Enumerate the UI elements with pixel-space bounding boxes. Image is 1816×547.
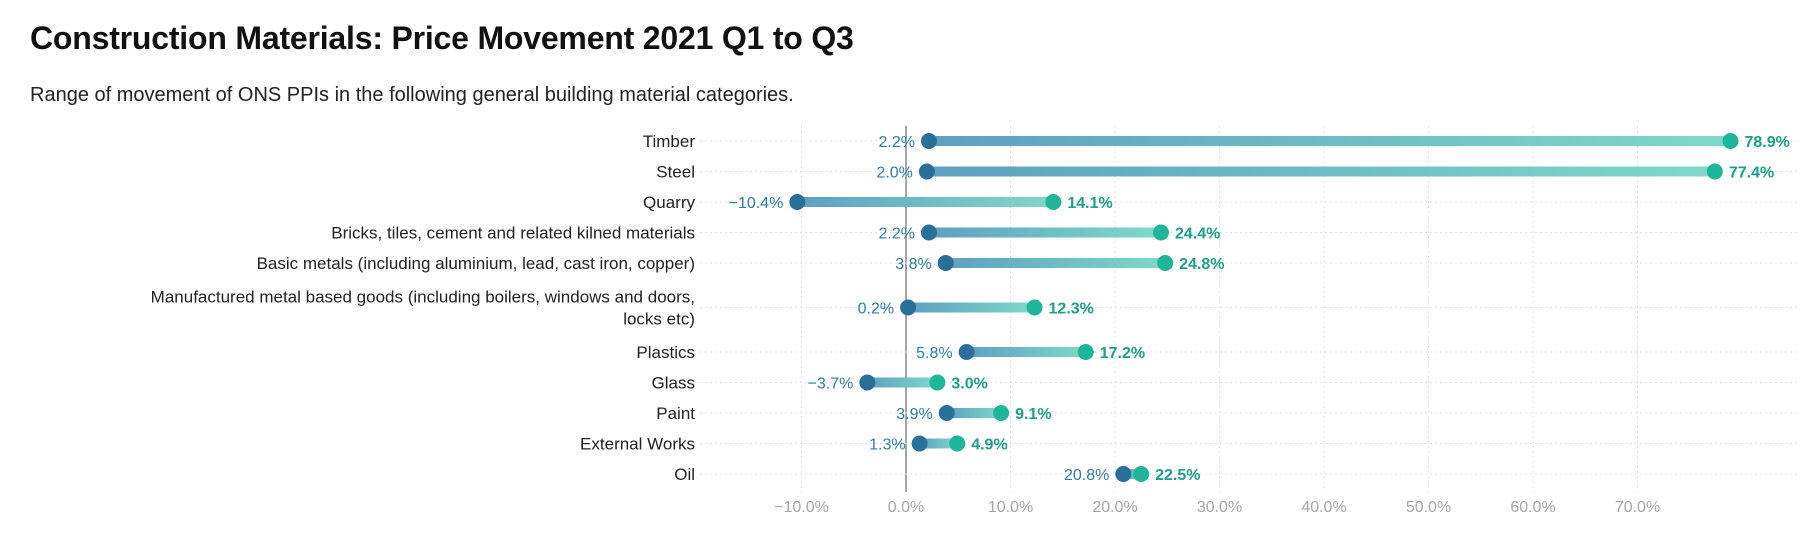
end-value-label: 4.9%	[971, 437, 1007, 454]
start-dot	[859, 374, 876, 391]
range-bar	[919, 438, 958, 449]
category-label: Plastics	[636, 343, 695, 362]
range-bar	[928, 136, 1731, 146]
start-value-label: 3.8%	[895, 256, 931, 273]
end-dot	[1133, 466, 1150, 482]
range-bar	[797, 197, 1054, 207]
start-value-label: −10.4%	[729, 195, 784, 212]
category-label: External Works	[580, 435, 695, 454]
start-value-label: 20.8%	[1064, 467, 1109, 484]
chart-subtitle: Range of movement of ONS PPIs in the fol…	[30, 84, 794, 106]
start-dot	[937, 255, 954, 271]
x-tick-label: −10.0%	[774, 499, 829, 516]
end-dot	[1045, 194, 1062, 210]
end-dot	[949, 435, 966, 452]
start-value-label: 2.0%	[876, 165, 912, 182]
end-value-label: 22.5%	[1155, 467, 1200, 484]
end-dot	[1722, 133, 1739, 149]
category-label: Oil	[674, 465, 695, 484]
start-dot	[920, 133, 937, 149]
range-bar	[928, 227, 1161, 238]
x-tick-label: 20.0%	[1092, 499, 1137, 516]
range-bar	[926, 166, 1715, 177]
end-value-label: 24.4%	[1175, 226, 1220, 243]
start-dot	[958, 344, 975, 360]
category-label: Paint	[656, 404, 695, 423]
range-bar	[945, 258, 1166, 268]
category-label: locks etc)	[623, 310, 695, 329]
category-label: Manufactured metal based goods (includin…	[151, 288, 695, 307]
range-bar	[966, 347, 1086, 357]
category-label: Basic metals (including aluminium, lead,…	[257, 254, 695, 273]
start-dot	[911, 435, 928, 452]
chart-title: Construction Materials: Price Movement 2…	[30, 20, 854, 56]
x-tick-label: 70.0%	[1615, 499, 1660, 516]
start-value-label: 2.2%	[879, 134, 915, 151]
end-dot	[1026, 299, 1043, 316]
end-dot	[1157, 255, 1174, 271]
end-dot	[1152, 224, 1169, 241]
category-label: Quarry	[643, 193, 695, 212]
x-tick-label: 50.0%	[1406, 499, 1451, 516]
category-label: Steel	[656, 163, 695, 182]
start-value-label: −3.7%	[808, 376, 854, 393]
category-label: Bricks, tiles, cement and related kilned…	[331, 224, 695, 243]
start-dot	[920, 224, 937, 241]
start-dot	[900, 299, 917, 316]
start-dot	[789, 194, 806, 210]
end-value-label: 78.9%	[1745, 134, 1790, 151]
end-value-label: 9.1%	[1015, 406, 1051, 423]
start-value-label: 1.3%	[869, 437, 905, 454]
end-value-label: 24.8%	[1179, 256, 1224, 273]
range-bar	[946, 408, 1002, 418]
category-label: Glass	[652, 374, 695, 393]
end-dot	[993, 405, 1010, 421]
category-label: Timber	[643, 132, 696, 151]
range-bar	[908, 302, 1035, 313]
end-value-label: 77.4%	[1729, 165, 1774, 182]
end-value-label: 14.1%	[1067, 195, 1112, 212]
x-tick-label: 40.0%	[1301, 499, 1346, 516]
start-value-label: 5.8%	[916, 345, 952, 362]
range-bar	[867, 377, 938, 388]
range-bar	[1123, 469, 1142, 479]
end-dot	[1077, 344, 1094, 360]
end-dot	[929, 374, 946, 391]
end-dot	[1706, 163, 1723, 180]
start-value-label: 0.2%	[858, 301, 894, 318]
end-value-label: 12.3%	[1049, 301, 1094, 318]
end-value-label: 3.0%	[951, 376, 987, 393]
x-tick-label: 10.0%	[988, 499, 1033, 516]
x-tick-label: 30.0%	[1197, 499, 1242, 516]
x-tick-label: 60.0%	[1510, 499, 1555, 516]
end-value-label: 17.2%	[1100, 345, 1145, 362]
x-tick-label: 0.0%	[888, 499, 924, 516]
start-dot	[1115, 466, 1132, 482]
start-dot	[938, 405, 955, 421]
start-value-label: 2.2%	[879, 226, 915, 243]
start-dot	[918, 163, 935, 180]
start-value-label: 3.9%	[896, 406, 932, 423]
